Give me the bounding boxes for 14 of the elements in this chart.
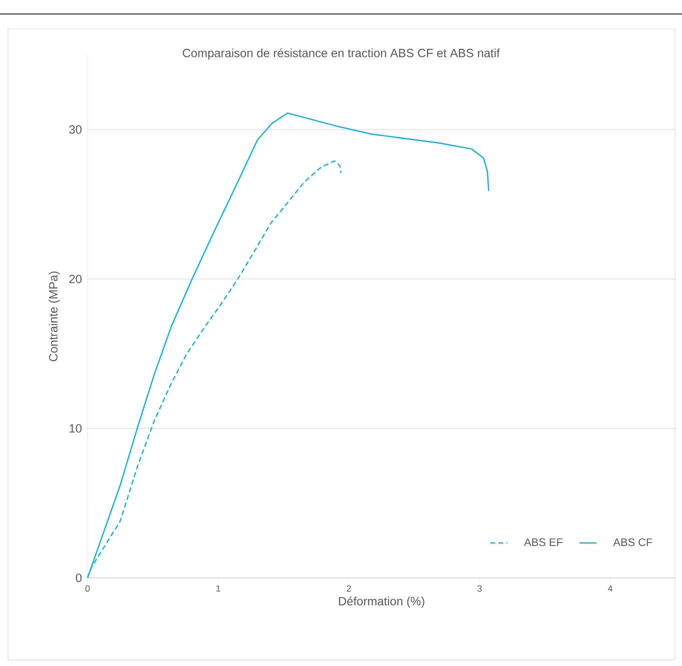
x-tick-label: 2 <box>346 585 351 592</box>
y-tick-label: 10 <box>70 424 82 433</box>
legend-label: ABS CF <box>613 538 652 546</box>
y-axis-title: Contrainte (MPa) <box>48 272 60 362</box>
y-tick-label: 30 <box>69 125 82 134</box>
x-tick-label: 3 <box>477 585 482 592</box>
y-tick-label: 20 <box>69 274 82 284</box>
y-tick-label: 0 <box>76 574 82 582</box>
x-tick-label: 4 <box>608 585 612 592</box>
legend-label: ABS EF <box>524 538 562 546</box>
x-axis-title: Déformation (%) <box>339 596 424 608</box>
chart-title: Comparaison de résistance en traction ABS CF et ABS natif <box>182 48 500 60</box>
x-tick-label: 1 <box>216 585 220 592</box>
x-tick-label: 0 <box>85 585 90 592</box>
